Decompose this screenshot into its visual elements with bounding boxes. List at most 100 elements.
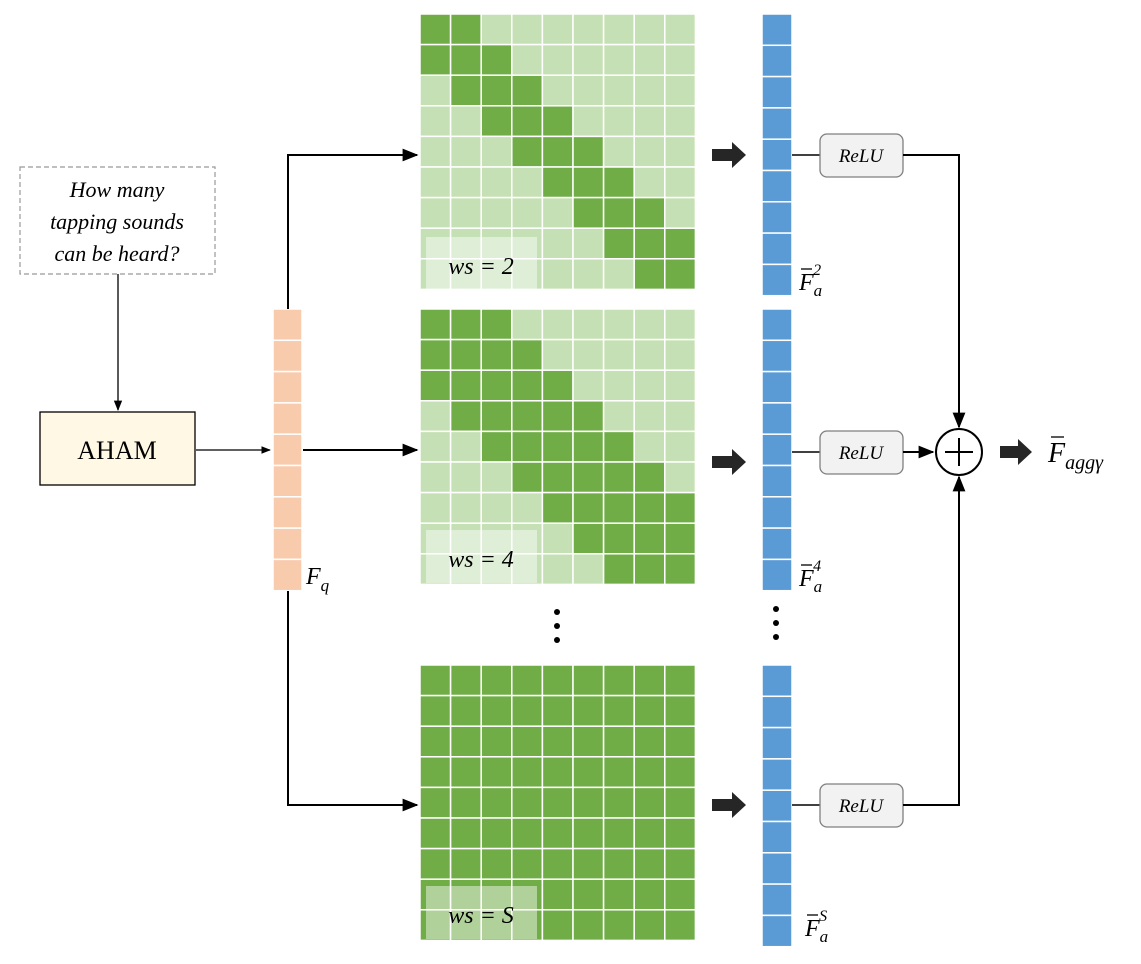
matrix-cell bbox=[511, 166, 544, 199]
matrix-cell bbox=[664, 847, 697, 880]
vector-cell bbox=[761, 308, 793, 342]
vector-cell bbox=[761, 726, 793, 760]
aham-label: AHAM bbox=[77, 436, 156, 465]
matrix-cell bbox=[419, 135, 452, 168]
vector-cell bbox=[761, 339, 793, 373]
matrix-cell bbox=[449, 817, 482, 850]
output-label: Faggγ bbox=[1047, 436, 1104, 474]
matrix-cell bbox=[664, 430, 697, 463]
matrix-cell bbox=[664, 13, 697, 46]
svg-text:Fa4: Fa4 bbox=[798, 558, 822, 596]
matrix-cell bbox=[664, 491, 697, 524]
matrix-cell bbox=[602, 756, 635, 789]
fq-cell bbox=[272, 339, 303, 373]
matrix-cell bbox=[511, 756, 544, 789]
matrix-cell bbox=[602, 522, 635, 555]
relu-box-1: ReLU bbox=[819, 430, 904, 475]
vector-cell bbox=[761, 232, 793, 266]
matrix-cell bbox=[572, 491, 605, 524]
matrix-cell bbox=[449, 74, 482, 107]
matrix-cell bbox=[633, 909, 666, 942]
matrix-cell bbox=[572, 878, 605, 911]
matrix-cell bbox=[449, 369, 482, 402]
matrix-cell bbox=[633, 135, 666, 168]
ws-label-box-2: ws = S bbox=[426, 886, 537, 939]
vector-cell bbox=[761, 664, 793, 698]
matrix-cell bbox=[633, 694, 666, 727]
vector-cell bbox=[761, 13, 793, 47]
matrix-cell bbox=[419, 461, 452, 494]
matrix-cell bbox=[511, 786, 544, 819]
matrix-cell bbox=[664, 756, 697, 789]
matrix-cell bbox=[419, 664, 452, 697]
matrix-cell bbox=[541, 817, 574, 850]
matrix-cell bbox=[541, 461, 574, 494]
matrix-cell bbox=[664, 400, 697, 433]
relu-box-2: ReLU bbox=[819, 783, 904, 828]
matrix-cell bbox=[419, 308, 452, 341]
ws-label-2: ws = S bbox=[448, 903, 514, 929]
matrix-cell bbox=[602, 227, 635, 260]
vector-cell bbox=[761, 75, 793, 109]
block-arrow-1 bbox=[712, 449, 746, 475]
svg-text:Faggγ: Faggγ bbox=[1047, 438, 1104, 474]
matrix-cell bbox=[419, 105, 452, 138]
matrix-cell bbox=[572, 756, 605, 789]
matrix-cell bbox=[633, 196, 666, 229]
matrix-cell bbox=[480, 430, 513, 463]
matrix-cell bbox=[419, 166, 452, 199]
feat-label-0: Fa2 bbox=[798, 262, 822, 300]
matrix-cell bbox=[633, 166, 666, 199]
matrix-cell bbox=[449, 308, 482, 341]
matrix-cell bbox=[541, 308, 574, 341]
block-arrow-0 bbox=[712, 142, 746, 168]
relu-to-sum-lines bbox=[903, 154, 966, 806]
matrix-cell bbox=[602, 166, 635, 199]
matrix-cell bbox=[480, 43, 513, 76]
matrix-cell bbox=[511, 227, 544, 260]
vector-cell bbox=[761, 169, 793, 203]
matrix-cell bbox=[511, 43, 544, 76]
matrix-cell bbox=[602, 878, 635, 911]
output-block-arrow bbox=[1000, 439, 1032, 465]
matrix-cell bbox=[633, 786, 666, 819]
matrix-cell bbox=[419, 196, 452, 229]
vector-to-relu-lines bbox=[792, 154, 820, 806]
matrix-cell bbox=[541, 491, 574, 524]
matrix-cell bbox=[419, 847, 452, 880]
matrix-cell bbox=[449, 664, 482, 697]
vector-cell bbox=[761, 883, 793, 917]
matrix-cell bbox=[633, 430, 666, 463]
vector-cell bbox=[761, 914, 793, 948]
matrix-cell bbox=[541, 694, 574, 727]
matrix-cell bbox=[633, 553, 666, 586]
matrix-cell bbox=[664, 369, 697, 402]
fq-label: Fq bbox=[305, 564, 330, 595]
matrix-cell bbox=[449, 756, 482, 789]
matrix-cell bbox=[511, 74, 544, 107]
matrix-cell bbox=[480, 909, 513, 942]
matrix-cell bbox=[664, 909, 697, 942]
matrix-cell bbox=[664, 308, 697, 341]
matrix-cell bbox=[419, 725, 452, 758]
matrix-cell bbox=[572, 135, 605, 168]
matrix-cell bbox=[511, 694, 544, 727]
vector-cell bbox=[761, 138, 793, 172]
matrix-cell bbox=[633, 817, 666, 850]
matrix-cell bbox=[633, 13, 666, 46]
branch-to-ws2 bbox=[287, 148, 419, 309]
matrix-cell bbox=[572, 522, 605, 555]
fq-cell bbox=[272, 370, 303, 404]
matrix-cell bbox=[480, 338, 513, 371]
feature-vector-2 bbox=[761, 13, 793, 297]
matrix-cell bbox=[480, 491, 513, 524]
sum-node bbox=[935, 428, 983, 476]
vector-cell bbox=[761, 464, 793, 498]
matrix-cell bbox=[633, 369, 666, 402]
ws-label-box-0: ws = 2 bbox=[426, 237, 537, 290]
matrix-cell bbox=[602, 196, 635, 229]
matrix-cell bbox=[541, 400, 574, 433]
matrix-cell bbox=[511, 664, 544, 697]
matrix-cell bbox=[572, 196, 605, 229]
